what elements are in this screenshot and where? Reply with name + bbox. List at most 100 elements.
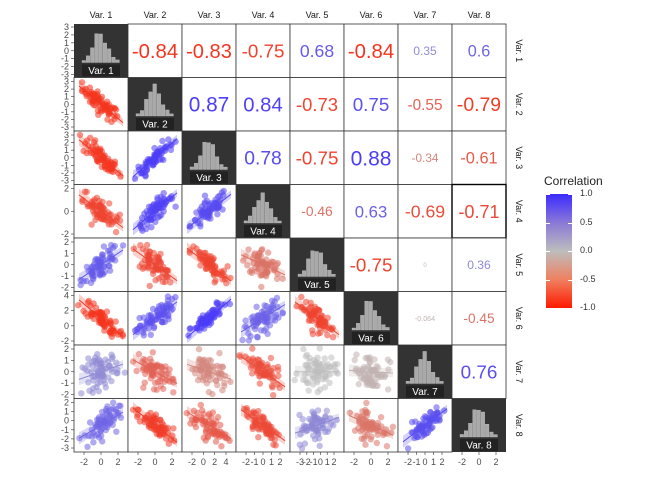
scatter-point [207,200,215,207]
scatter-point [159,137,166,145]
histogram-bar [115,59,120,63]
scatter-point [164,293,172,300]
histogram-bar [351,327,356,331]
correlation-value: 0.6 [468,43,491,61]
scatter-point [433,404,440,411]
scatter-point [255,414,262,421]
histogram-bar [385,327,390,331]
scatter-point [387,358,394,366]
scatter-point [151,415,158,422]
diagonal-label-box [298,278,336,291]
column-strip [290,4,344,24]
scatter-point [245,246,252,253]
correlation-value: 0.78 [244,149,282,170]
scatter-point [97,108,105,115]
scatter-point [208,414,215,421]
histogram-bar [111,56,116,63]
correlation-panel: 0.78 [235,130,291,185]
regression-line [132,407,178,443]
scatter-point [146,282,153,290]
scatter-point [256,380,263,387]
column-strip [452,4,506,24]
histogram-bar [472,409,477,438]
correlation-value: -0.84 [132,41,178,63]
scatter-point [150,386,158,393]
scatter-point [156,213,163,220]
scatter-point [147,355,154,362]
row-strip-label: Var. 2 [514,93,524,116]
correlation-value: -0.73 [296,94,338,115]
scatter-point [274,260,281,267]
scatter-point [133,367,140,375]
scatter-point [269,297,276,304]
column-strip-label: Var. 5 [306,10,329,20]
scatter-point [265,249,272,256]
scatter-point [334,360,341,368]
scatter-point [261,327,268,334]
correlation-panel: 0.88 [343,130,399,185]
histogram-bar [98,33,103,63]
scatter-point [248,269,256,277]
x-tick-label: -1 [310,457,318,467]
legend-tick-label: 0.5 [580,216,593,227]
scatter-point [98,93,106,101]
scatter-point [221,382,228,390]
scatter-point [355,380,362,388]
scatter-point [99,371,106,379]
scatter-point [268,371,276,378]
histogram-bar [81,60,86,63]
x-tick-label: -2 [134,457,142,467]
diagonal-label: Var. 2 [142,120,168,131]
diagonal-panel: Var. 8 [452,398,506,452]
panel-frame [451,183,507,239]
scatter-point [81,188,89,195]
histogram-bar [356,323,360,331]
scatter-point [96,270,103,278]
panel-frame [397,237,453,292]
scatter-point [317,329,324,337]
scatter-point [321,384,329,391]
scatter-point [207,317,215,325]
y-tick-label: 0 [64,260,69,270]
regression-line [186,411,232,439]
scatter-point [140,355,147,363]
scatter-point [172,293,179,301]
scatter-point [94,380,102,387]
scatter-point [306,415,313,423]
scatter-point [244,262,251,269]
scatter-panel [181,184,237,239]
histogram-bar [140,110,144,117]
column-strip-label: Var. 3 [198,10,221,20]
scatter-point [212,277,219,284]
scatter-point [214,203,221,211]
scatter-panel [181,398,237,453]
histogram-bar [405,381,410,384]
legend-tick-label: 0.0 [580,245,593,255]
scatter-point [145,312,152,319]
scatter-point [273,275,281,283]
scatter-point [261,371,268,378]
scatter-point [154,361,161,368]
scatter-point [147,331,154,338]
regression-line [294,301,340,336]
histogram-bar [377,316,382,331]
legend-tick-mark [568,279,572,281]
scatter-point [192,216,199,223]
scatter-point [201,192,209,199]
panel-frame [235,23,291,78]
scatter-point [404,445,412,452]
row-strip-label: Var. 3 [514,146,524,169]
regression-line [78,249,124,281]
diagonal-panel: Var. 3 [182,131,236,185]
regression-line [78,363,124,380]
y-tick-label: -2 [61,336,69,346]
x-tick-label: -1 [250,457,258,467]
scatter-point [98,432,105,440]
scatter-point [158,155,165,163]
y-tick-label: -2 [61,62,69,72]
scatter-point [110,244,117,251]
scatter-point [95,147,103,155]
scatter-panel [181,344,237,399]
scatter-point [167,279,174,286]
row-strip-label: Var. 5 [514,253,524,276]
